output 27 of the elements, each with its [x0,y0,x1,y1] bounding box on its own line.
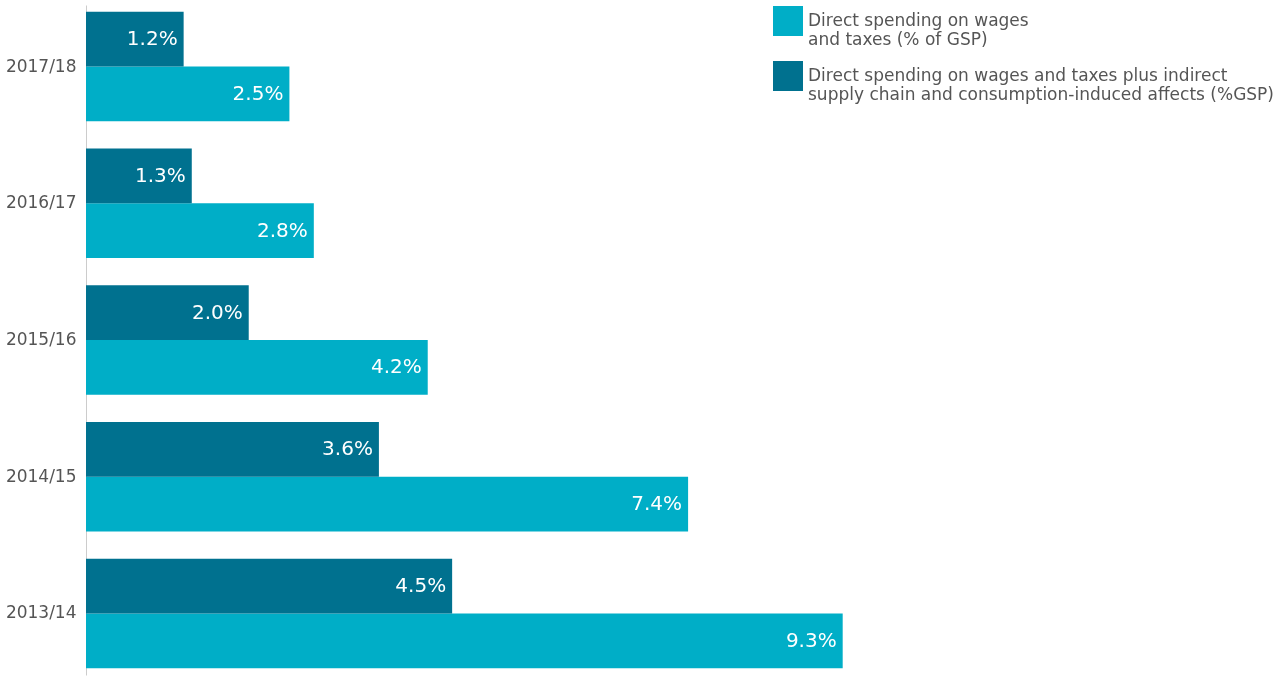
data-label: 2.5% [232,80,284,105]
data-label: 1.2% [126,26,178,51]
bar [86,613,843,669]
data-label: 3.6% [322,436,373,461]
y-tick-label: 2013/14 [5,602,77,623]
bar [86,11,184,67]
legend-label: Direct spending on wages and taxes plus indirect supply chain and consumption-induced affects (%GSP) [808,65,1274,104]
bar [86,285,249,340]
data-label: 9.3% [785,627,837,652]
data-label: 7.4% [631,491,683,516]
y-tick-label: 2015/16 [5,329,77,349]
y-tick-label: 2016/17 [5,192,77,213]
y-tick-label: 2017/18 [5,55,77,76]
bar [86,66,290,122]
data-label: 2.8% [257,217,308,242]
bar [86,558,453,614]
bar [86,203,314,258]
bar [86,422,379,477]
bar [86,340,428,395]
data-label: 2.0% [191,299,243,324]
data-label: 4.2% [370,354,422,379]
data-label: 1.3% [134,162,186,187]
data-label: 4.5% [395,573,447,598]
bar [86,148,192,204]
bar [86,476,689,532]
y-tick-label: 2014/15 [5,465,77,486]
legend-label: Direct spending on wages and taxes (% of GSP) [808,10,1029,49]
